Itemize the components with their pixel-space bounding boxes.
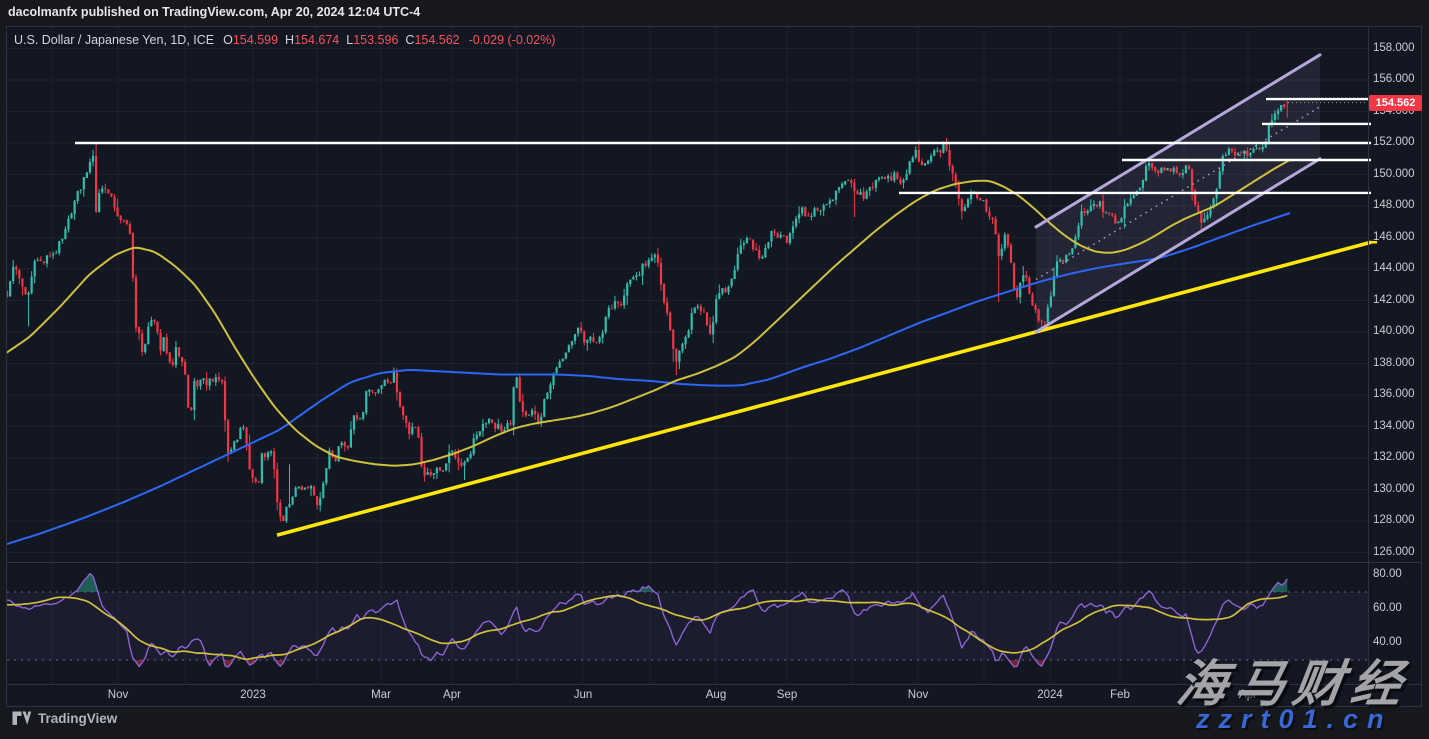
rsi-axis-label: 80.00 bbox=[1373, 568, 1402, 580]
rsi-line bbox=[7, 572, 1288, 668]
price-axis-label: 152.000 bbox=[1373, 136, 1415, 148]
gridlines bbox=[7, 27, 1368, 684]
channel-upper-line bbox=[1034, 53, 1322, 229]
price-axis-label: 128.000 bbox=[1373, 514, 1415, 526]
price-axis-label: 138.000 bbox=[1373, 356, 1415, 369]
time-axis-label: Apr bbox=[443, 689, 461, 701]
price-axis-label: 136.000 bbox=[1373, 388, 1415, 400]
time-axis-label: 2024 bbox=[1037, 689, 1063, 701]
price-axis-label: 142.000 bbox=[1373, 293, 1415, 306]
change-value: -0.029 (-0.02%) bbox=[468, 33, 556, 47]
price-axis-label: 130.000 bbox=[1373, 482, 1415, 495]
rsi-axis-label: 60.00 bbox=[1373, 602, 1402, 614]
price-axis-label: 158.000 bbox=[1373, 41, 1415, 54]
last-price-label: 154.562 bbox=[1369, 94, 1422, 111]
rsi-ma-line bbox=[7, 594, 1288, 661]
price-axis-label: 148.000 bbox=[1373, 199, 1415, 211]
price-axis-label: 146.000 bbox=[1373, 230, 1415, 243]
high-value: H154.674 bbox=[285, 33, 340, 47]
price-axis-label: 134.000 bbox=[1373, 419, 1415, 432]
ma-200-blue bbox=[7, 212, 1291, 546]
candlesticks bbox=[7, 100, 1289, 524]
time-axis-label: 2023 bbox=[240, 689, 266, 701]
close-value: C154.562 bbox=[405, 33, 460, 47]
tradingview-logo-icon bbox=[12, 711, 31, 725]
symbol-name[interactable]: U.S. Dollar / Japanese Yen, 1D, ICE bbox=[14, 33, 215, 47]
rsi-axis-label: 40.00 bbox=[1373, 636, 1402, 648]
time-axis[interactable] bbox=[6, 685, 1368, 707]
time-axis-label: Sep bbox=[776, 689, 798, 701]
time-axis-label: Mar bbox=[371, 689, 391, 701]
price-axis-label: 144.000 bbox=[1373, 262, 1415, 274]
price-axis-label: 150.000 bbox=[1373, 167, 1415, 180]
price-axis[interactable] bbox=[1369, 26, 1422, 685]
rsi-oversold-fill bbox=[134, 660, 1045, 667]
tradingview-logo[interactable]: TradingView bbox=[12, 711, 117, 726]
time-axis-label: Jun bbox=[573, 689, 593, 701]
time-axis-label: Nov bbox=[107, 689, 129, 701]
price-axis-label: 132.000 bbox=[1373, 451, 1415, 463]
time-axis-label: Feb bbox=[1110, 689, 1130, 701]
time-axis-label: Apr bbox=[1239, 689, 1257, 701]
open-value: O154.599 bbox=[223, 33, 279, 47]
ma-50-yellow bbox=[7, 159, 1291, 467]
symbol-legend[interactable]: U.S. Dollar / Japanese Yen, 1D, ICE O154.… bbox=[14, 33, 555, 47]
attribution-text: dacolmanfx published on TradingView.com,… bbox=[8, 5, 421, 19]
price-axis-label: 140.000 bbox=[1373, 325, 1415, 337]
price-pane[interactable] bbox=[6, 26, 1368, 563]
rsi-pane[interactable] bbox=[6, 563, 1368, 685]
time-axis-label: Aug bbox=[705, 689, 727, 701]
tradingview-logo-text: TradingView bbox=[38, 711, 118, 726]
channel-lower-line bbox=[1034, 157, 1322, 334]
price-axis-label: 156.000 bbox=[1373, 73, 1415, 85]
trendline-yellow bbox=[276, 240, 1372, 537]
low-value: L153.596 bbox=[346, 33, 399, 47]
price-axis-label: 126.000 bbox=[1373, 545, 1415, 558]
chart-frame bbox=[6, 26, 1422, 707]
time-axis-label: Nov bbox=[907, 689, 929, 701]
